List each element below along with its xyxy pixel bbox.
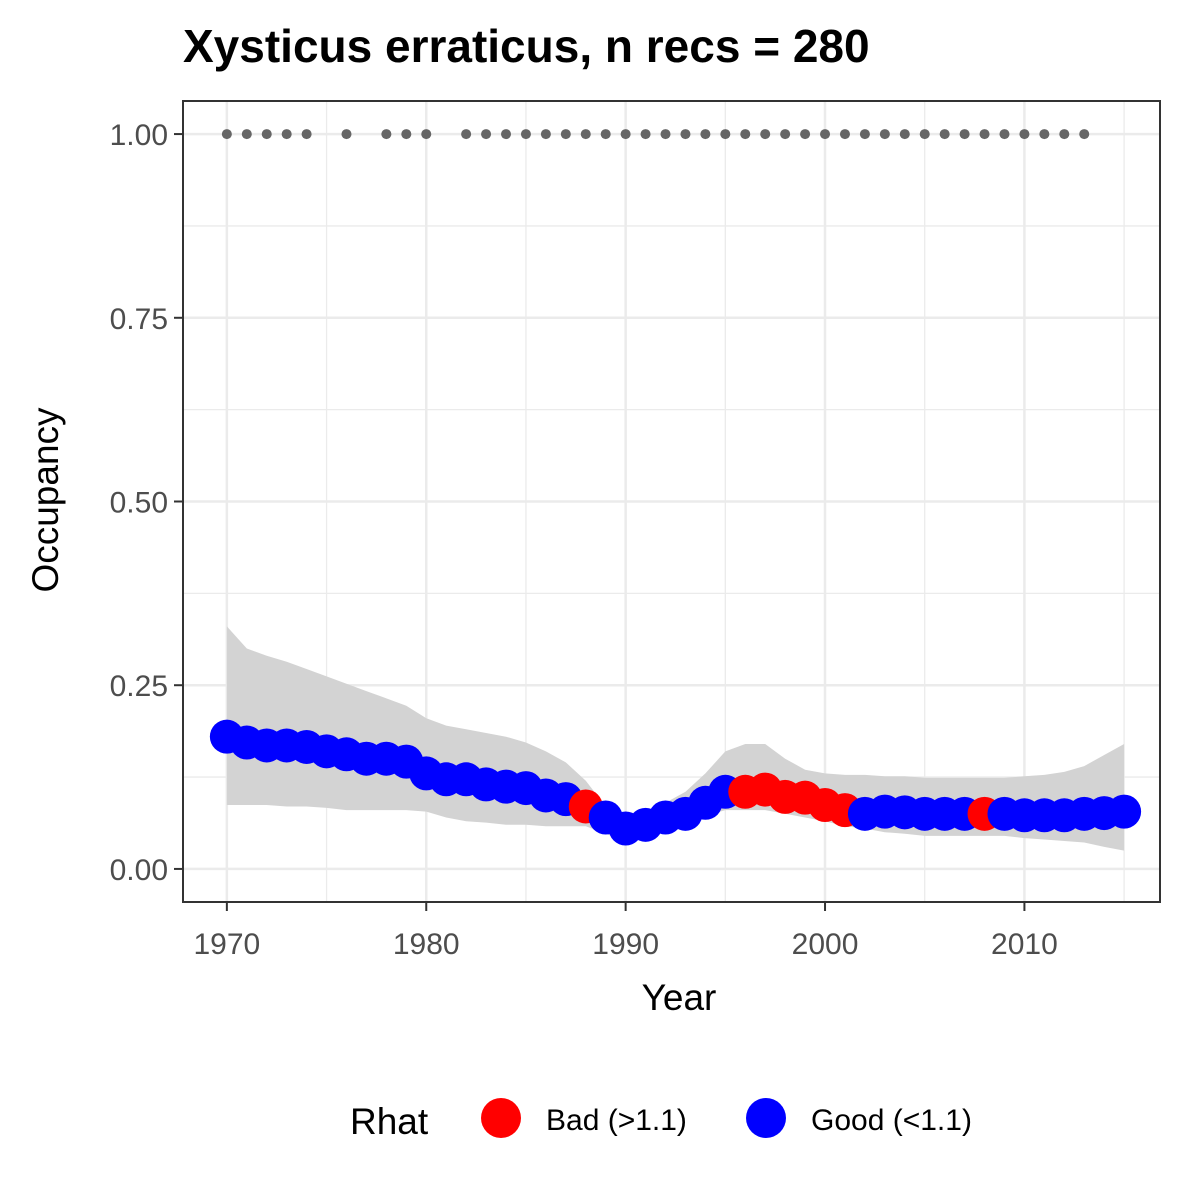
- record-point: [281, 129, 292, 140]
- record-point: [859, 129, 870, 140]
- record-point: [680, 129, 691, 140]
- record-point: [381, 129, 392, 140]
- y-tick-label: 0.75: [110, 303, 168, 336]
- record-point: [999, 129, 1010, 140]
- chart-title: Xysticus erraticus, n recs = 280: [183, 20, 870, 72]
- x-tick-label: 2010: [991, 928, 1058, 961]
- legend-bad-label: Bad (>1.1): [546, 1104, 687, 1137]
- x-tick-label: 1980: [393, 928, 460, 961]
- legend: Rhat Bad (>1.1) Good (<1.1): [350, 1098, 972, 1142]
- record-point: [1079, 129, 1090, 140]
- record-point: [560, 129, 571, 140]
- occupancy-points: [209, 719, 1142, 846]
- record-point: [760, 129, 771, 140]
- record-point: [959, 129, 970, 140]
- record-point: [540, 129, 551, 140]
- y-tick-label: 1.00: [110, 119, 168, 152]
- record-point: [481, 129, 492, 140]
- legend-title: Rhat: [350, 1101, 429, 1142]
- record-point: [421, 129, 432, 140]
- occupancy-point-good: [1107, 794, 1142, 829]
- record-point: [261, 129, 272, 140]
- record-point: [640, 129, 651, 140]
- record-point: [780, 129, 791, 140]
- record-point: [660, 129, 671, 140]
- record-point: [1039, 129, 1050, 140]
- x-axis-title: Year: [642, 977, 717, 1018]
- record-point: [879, 129, 890, 140]
- y-axis-title: Occupancy: [25, 407, 66, 593]
- record-point: [461, 129, 472, 140]
- legend-bad-swatch: [481, 1098, 521, 1138]
- record-point: [979, 129, 990, 140]
- record-point: [740, 129, 751, 140]
- record-point: [520, 129, 531, 140]
- record-point: [1059, 129, 1070, 140]
- record-point: [600, 129, 611, 140]
- legend-good-swatch: [746, 1098, 786, 1138]
- record-point: [899, 129, 910, 140]
- x-tick-label: 2000: [792, 928, 859, 961]
- record-point: [939, 129, 950, 140]
- y-tick-label: 0.00: [110, 854, 168, 887]
- record-point: [839, 129, 850, 140]
- record-point: [301, 129, 312, 140]
- gridlines: [183, 101, 1160, 902]
- x-tick-label: 1970: [193, 928, 260, 961]
- record-point: [919, 129, 930, 140]
- record-point: [800, 129, 811, 140]
- record-point: [700, 129, 711, 140]
- y-tick-label: 0.50: [110, 487, 168, 520]
- axes: 1970 1980 1990 2000 2010 0.00 0.25 0.50 0.75 1.00: [110, 119, 1058, 961]
- record-point: [1019, 129, 1030, 140]
- record-point: [341, 129, 352, 140]
- record-point: [241, 129, 252, 140]
- record-points: [221, 129, 1090, 140]
- record-point: [720, 129, 731, 140]
- record-point: [221, 129, 232, 140]
- record-point: [820, 129, 831, 140]
- record-point: [401, 129, 412, 140]
- legend-good-label: Good (<1.1): [811, 1104, 972, 1137]
- record-point: [620, 129, 631, 140]
- x-tick-label: 1990: [592, 928, 659, 961]
- record-point: [580, 129, 591, 140]
- y-tick-label: 0.25: [110, 670, 168, 703]
- record-point: [501, 129, 512, 140]
